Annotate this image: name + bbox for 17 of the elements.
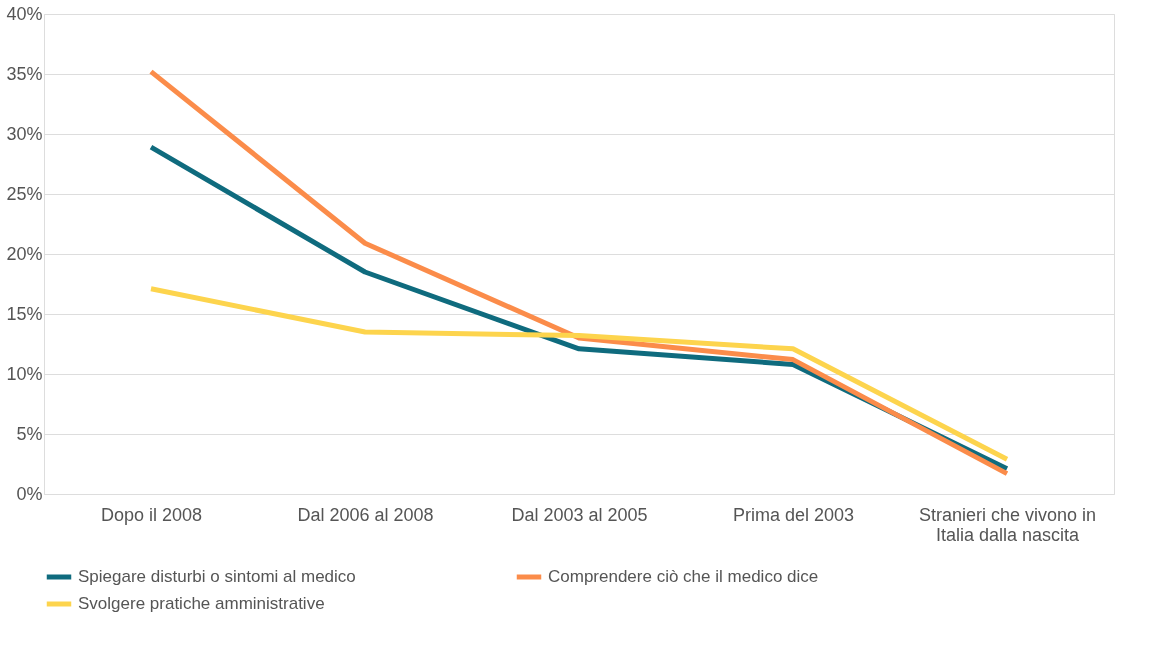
y-tick-label: 20% [6, 243, 43, 264]
y-tick-label: 0% [16, 483, 43, 504]
x-tick-label: Prima del 2003 [732, 504, 855, 525]
y-tick-label: 10% [6, 363, 43, 384]
legend-label: Comprendere ciò che il medico dice [548, 567, 819, 586]
x-tick-label: Stranieri che vivono in Italia dalla nascita [918, 504, 1097, 545]
y-tick-label: 30% [6, 123, 43, 144]
y-tick-label: 5% [16, 423, 43, 444]
y-tick-label: 35% [6, 63, 43, 84]
x-tick-label: Dal 2003 al 2005 [511, 504, 648, 525]
y-tick-label: 25% [6, 183, 43, 204]
y-tick-label: 15% [6, 303, 43, 324]
legend-label: Spiegare disturbi o sintomi al medico [78, 567, 356, 586]
x-tick-label: Dopo il 2008 [100, 504, 203, 525]
x-tick-label: Dal 2006 al 2008 [297, 504, 434, 525]
legend-label: Svolgere pratiche amministrative [78, 594, 325, 613]
y-tick-label: 40% [6, 3, 43, 24]
